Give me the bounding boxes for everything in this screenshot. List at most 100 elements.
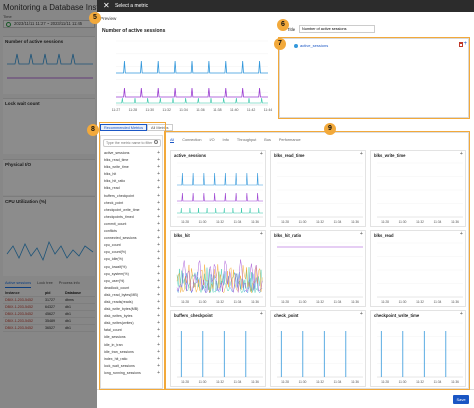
tab-active-sessions[interactable]: Active sessions: [5, 281, 32, 288]
tab-lock-tree[interactable]: Lock tree: [37, 281, 53, 285]
metric-list-item[interactable]: cpu_user(%) +: [101, 278, 162, 285]
metric-list-item[interactable]: cpu_system(%) +: [101, 271, 162, 278]
add-metric-icon[interactable]: +: [157, 220, 160, 227]
add-metric-icon[interactable]: +: [157, 362, 160, 369]
metric-list-item[interactable]: disk_reads(reads) +: [101, 299, 162, 306]
metric-list-item[interactable]: commit_count +: [101, 221, 162, 228]
metric-chart-card[interactable]: active_sessions +11:28 11:30 11:32 11:34 11:3…: [170, 150, 266, 227]
metric-list-item[interactable]: cpu_idle(%) +: [101, 256, 162, 263]
add-metric-icon[interactable]: +: [157, 178, 160, 185]
add-metric-icon[interactable]: +: [157, 164, 160, 171]
category-tab[interactable]: Bus: [264, 138, 271, 142]
add-metric-icon[interactable]: +: [259, 231, 263, 237]
add-metric-icon[interactable]: +: [157, 206, 160, 213]
add-metric-icon[interactable]: +: [259, 311, 263, 317]
category-tab[interactable]: Performance: [278, 138, 301, 142]
refresh-icon[interactable]: [6, 22, 11, 27]
add-metric-icon[interactable]: +: [157, 355, 160, 362]
metric-list-item[interactable]: cpu_count +: [101, 242, 162, 249]
add-metric-icon[interactable]: +: [157, 213, 160, 220]
metric-list-item[interactable]: cpu_count(%) +: [101, 249, 162, 256]
metric-chart-card[interactable]: check_point +11:28 11:30 11:32 11:34 11:36: [270, 310, 366, 387]
metric-list-item[interactable]: checkpoint_write_time +: [101, 207, 162, 214]
table-row[interactable]: DBIX-1-203-5452 36527 db1: [3, 325, 95, 332]
add-metric-icon[interactable]: +: [157, 284, 160, 291]
metric-chart-card[interactable]: blks_read_time +11:28 11:30 11:32 11:34 11:36: [270, 150, 366, 227]
close-icon[interactable]: ✕: [103, 1, 110, 10]
add-metric-icon[interactable]: +: [157, 157, 160, 164]
metric-list-item[interactable]: deadlock_count +: [101, 285, 162, 292]
add-metric-icon[interactable]: +: [157, 313, 160, 320]
table-row[interactable]: DBIX-1-203-5452 45627 db1: [3, 311, 95, 318]
add-metric-icon[interactable]: +: [157, 263, 160, 270]
add-metric-icon[interactable]: +: [157, 150, 160, 156]
metric-list-item[interactable]: cpu_iowait(%) +: [101, 264, 162, 271]
tab-recommended-metrics[interactable]: Recommended Metrics: [100, 124, 148, 131]
add-metric-icon[interactable]: +: [157, 291, 160, 298]
table-row[interactable]: DBIX-1-203-5452 31727 dbms: [3, 297, 95, 304]
add-metric-icon[interactable]: +: [157, 298, 160, 305]
metric-list-item[interactable]: disk_writes_bytes +: [101, 313, 162, 320]
metric-chart-card[interactable]: checkpoint_write_time +11:28 11:30 11:32 11:…: [370, 310, 466, 387]
metric-list-item[interactable]: blks_read +: [101, 185, 162, 192]
add-metric-icon[interactable]: +: [157, 348, 160, 355]
tab-process-info[interactable]: Process info: [58, 281, 80, 285]
metric-list-item[interactable]: fatal_count +: [101, 327, 162, 334]
plus-icon[interactable]: +: [463, 41, 467, 47]
add-metric-icon[interactable]: +: [157, 320, 160, 327]
metric-list-item[interactable]: blks_read_time +: [101, 157, 162, 164]
metric-list-item[interactable]: lock_wait_sessions +: [101, 363, 162, 370]
metric-list-item[interactable]: active_sessions +: [101, 150, 162, 157]
add-metric-icon[interactable]: +: [157, 327, 160, 334]
add-metric-icon[interactable]: +: [459, 311, 463, 317]
add-metric-icon[interactable]: +: [459, 231, 463, 237]
category-tab[interactable]: Connection: [182, 138, 202, 142]
category-tab[interactable]: All: [170, 138, 175, 143]
table-row[interactable]: DBIX-1-203-5452 35489 db1: [3, 318, 95, 325]
metric-chart-card[interactable]: buffers_checkpoint +11:28 11:30 11:32 11:34 1…: [170, 310, 266, 387]
metric-list-item[interactable]: check_point +: [101, 200, 162, 207]
add-metric-icon[interactable]: +: [157, 242, 160, 249]
metric-list-item[interactable]: idle_tran_sessions +: [101, 349, 162, 356]
metric-chart-card[interactable]: blks_hit +11:28 11:30 11:32 11:34 11:36: [170, 230, 266, 307]
time-range-picker[interactable]: 2023/11/11 11:27 ~ 2023/11/11 11:45: [3, 20, 95, 28]
save-button[interactable]: Save: [453, 395, 469, 404]
add-metric-icon[interactable]: +: [157, 192, 160, 199]
table-row[interactable]: DBIX-1-203-5452 64327 db1: [3, 304, 95, 311]
add-metric-icon[interactable]: +: [157, 277, 160, 284]
add-metric-icon[interactable]: +: [157, 369, 160, 376]
metric-list-item[interactable]: idle_in_tran +: [101, 342, 162, 349]
add-metric-icon[interactable]: +: [157, 334, 160, 341]
metric-list-item[interactable]: disk_write_bytes(MB) +: [101, 306, 162, 313]
add-metric-icon[interactable]: +: [157, 341, 160, 348]
add-metric-icon[interactable]: +: [157, 199, 160, 206]
add-metric-icon[interactable]: +: [157, 306, 160, 313]
title-input[interactable]: [299, 25, 375, 33]
add-metric-icon[interactable]: +: [259, 151, 263, 157]
metric-chart-card[interactable]: blks_hit_ratio +11:28 11:30 11:32 11:34 11:36: [270, 230, 366, 307]
add-metric-icon[interactable]: +: [359, 151, 363, 157]
metric-search-input[interactable]: [103, 139, 161, 147]
add-metric-icon[interactable]: +: [157, 171, 160, 178]
add-metric-icon[interactable]: +: [157, 249, 160, 256]
metric-list-item[interactable]: disk_read_bytes(MB) +: [101, 292, 162, 299]
metric-list-item[interactable]: idle_sessions +: [101, 334, 162, 341]
add-metric-icon[interactable]: +: [359, 231, 363, 237]
selected-metric-chip[interactable]: active_sessions: [294, 43, 328, 48]
add-metric-icon[interactable]: +: [157, 235, 160, 242]
add-metric-icon[interactable]: +: [157, 228, 160, 235]
category-tab[interactable]: Throughput: [236, 138, 257, 142]
add-metric-icon[interactable]: +: [157, 256, 160, 263]
metric-list-item[interactable]: disk_writes(writes) +: [101, 320, 162, 327]
metric-list-item[interactable]: index_hit_ratio +: [101, 356, 162, 363]
metric-chart-card[interactable]: blks_read +11:28 11:30 11:32 11:34 11:36: [370, 230, 466, 307]
trash-icon[interactable]: [459, 42, 463, 47]
tab-all-metrics[interactable]: All Metrics: [147, 124, 173, 131]
category-tab[interactable]: Info: [222, 138, 229, 142]
metric-list-item[interactable]: checkpoints_timed +: [101, 214, 162, 221]
metric-list-item[interactable]: connected_sessions +: [101, 235, 162, 242]
metric-list-item[interactable]: long_running_sessions +: [101, 370, 162, 377]
metric-chart-card[interactable]: blks_write_time +11:28 11:30 11:32 11:34 11:3…: [370, 150, 466, 227]
add-metric-icon[interactable]: +: [157, 270, 160, 277]
add-metric-icon[interactable]: +: [459, 151, 463, 157]
